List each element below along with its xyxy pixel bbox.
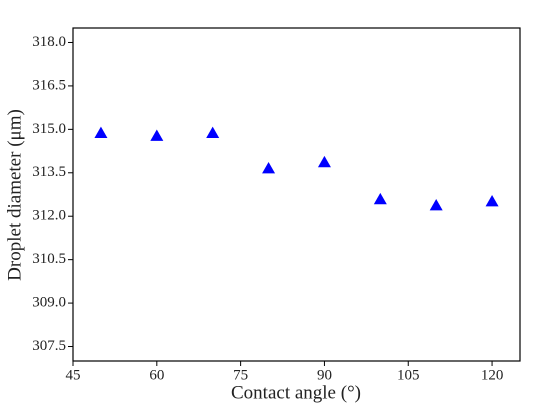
y-tick-label: 307.5 bbox=[32, 338, 66, 354]
y-tick-label: 310.5 bbox=[32, 251, 66, 267]
y-tick-label: 316.5 bbox=[32, 77, 66, 93]
x-tick-label: 90 bbox=[317, 367, 332, 383]
y-tick-label: 312.0 bbox=[32, 208, 66, 224]
marker bbox=[485, 194, 499, 207]
marker bbox=[150, 129, 164, 141]
marker bbox=[429, 199, 443, 211]
x-tick-label: 75 bbox=[233, 367, 248, 383]
y-tick-label: 313.5 bbox=[32, 164, 66, 180]
y-tick-label: 309.0 bbox=[32, 295, 66, 311]
x-axis-title: Contact angle (°) bbox=[231, 382, 361, 403]
marker bbox=[262, 161, 276, 174]
marker bbox=[317, 155, 331, 168]
marker bbox=[373, 192, 387, 205]
y-tick-label: 318.0 bbox=[32, 34, 66, 50]
x-tick-label: 120 bbox=[481, 367, 504, 383]
x-tick-label: 45 bbox=[66, 367, 81, 383]
x-tick-label: 105 bbox=[397, 367, 420, 383]
y-tick-label: 315.0 bbox=[32, 121, 66, 137]
marker bbox=[206, 126, 220, 138]
y-axis-title: Droplet diameter (μm) bbox=[4, 109, 25, 281]
plot-frame bbox=[72, 27, 521, 362]
marker bbox=[94, 126, 108, 138]
x-tick-label: 60 bbox=[149, 367, 164, 383]
